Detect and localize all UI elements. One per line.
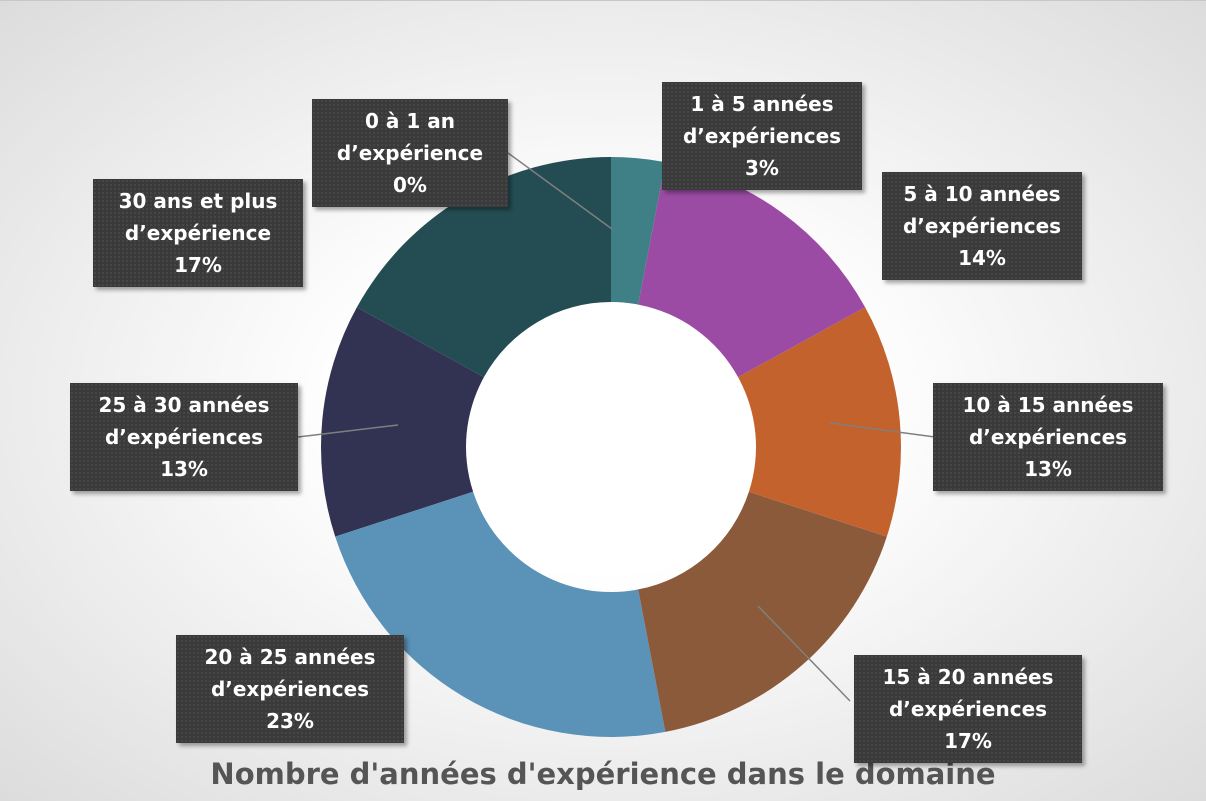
label-value: 13%	[160, 457, 208, 481]
leader-line	[757, 605, 851, 702]
data-label: 0 à 1 an d’expérience 0%	[312, 99, 508, 207]
donut-slice	[335, 491, 666, 737]
label-category: 15 à 20 années d’expériences	[882, 665, 1054, 721]
label-category: 5 à 10 années d’expériences	[902, 182, 1062, 238]
data-label: 5 à 10 années d’expériences 14%	[882, 172, 1082, 280]
label-value: 23%	[266, 709, 314, 733]
data-label: 30 ans et plus d’expérience 17%	[93, 179, 303, 287]
leader-line	[829, 422, 936, 438]
leader-line	[507, 152, 613, 230]
donut-slice	[611, 157, 666, 305]
label-category: 10 à 15 années d’expériences	[962, 393, 1134, 449]
donut-slice	[738, 307, 902, 537]
label-value: 14%	[958, 246, 1006, 270]
label-category: 1 à 5 années d’expériences	[682, 92, 842, 148]
leader-line	[297, 424, 399, 438]
label-value: 0%	[393, 173, 427, 197]
data-label: 10 à 15 années d’expériences 13%	[933, 383, 1163, 491]
label-value: 17%	[174, 253, 222, 277]
data-label: 20 à 25 années d’expériences 23%	[176, 635, 404, 743]
data-label: 25 à 30 années d’expériences 13%	[70, 383, 298, 491]
label-category: 20 à 25 années d’expériences	[204, 645, 376, 701]
label-category: 25 à 30 années d’expériences	[98, 393, 270, 449]
label-category: 30 ans et plus d’expérience	[118, 189, 278, 245]
leader-lines	[297, 152, 936, 702]
label-value: 3%	[745, 156, 779, 180]
label-category: 0 à 1 an d’expérience	[336, 109, 484, 165]
label-value: 17%	[944, 729, 992, 753]
label-value: 13%	[1024, 457, 1072, 481]
donut-slice	[356, 156, 611, 378]
donut-slice	[320, 307, 484, 537]
data-label: 1 à 5 années d’expériences 3%	[662, 82, 862, 190]
donut-slice	[638, 491, 887, 732]
data-label: 15 à 20 années d’expériences 17%	[854, 655, 1082, 763]
donut-slice	[638, 162, 866, 378]
